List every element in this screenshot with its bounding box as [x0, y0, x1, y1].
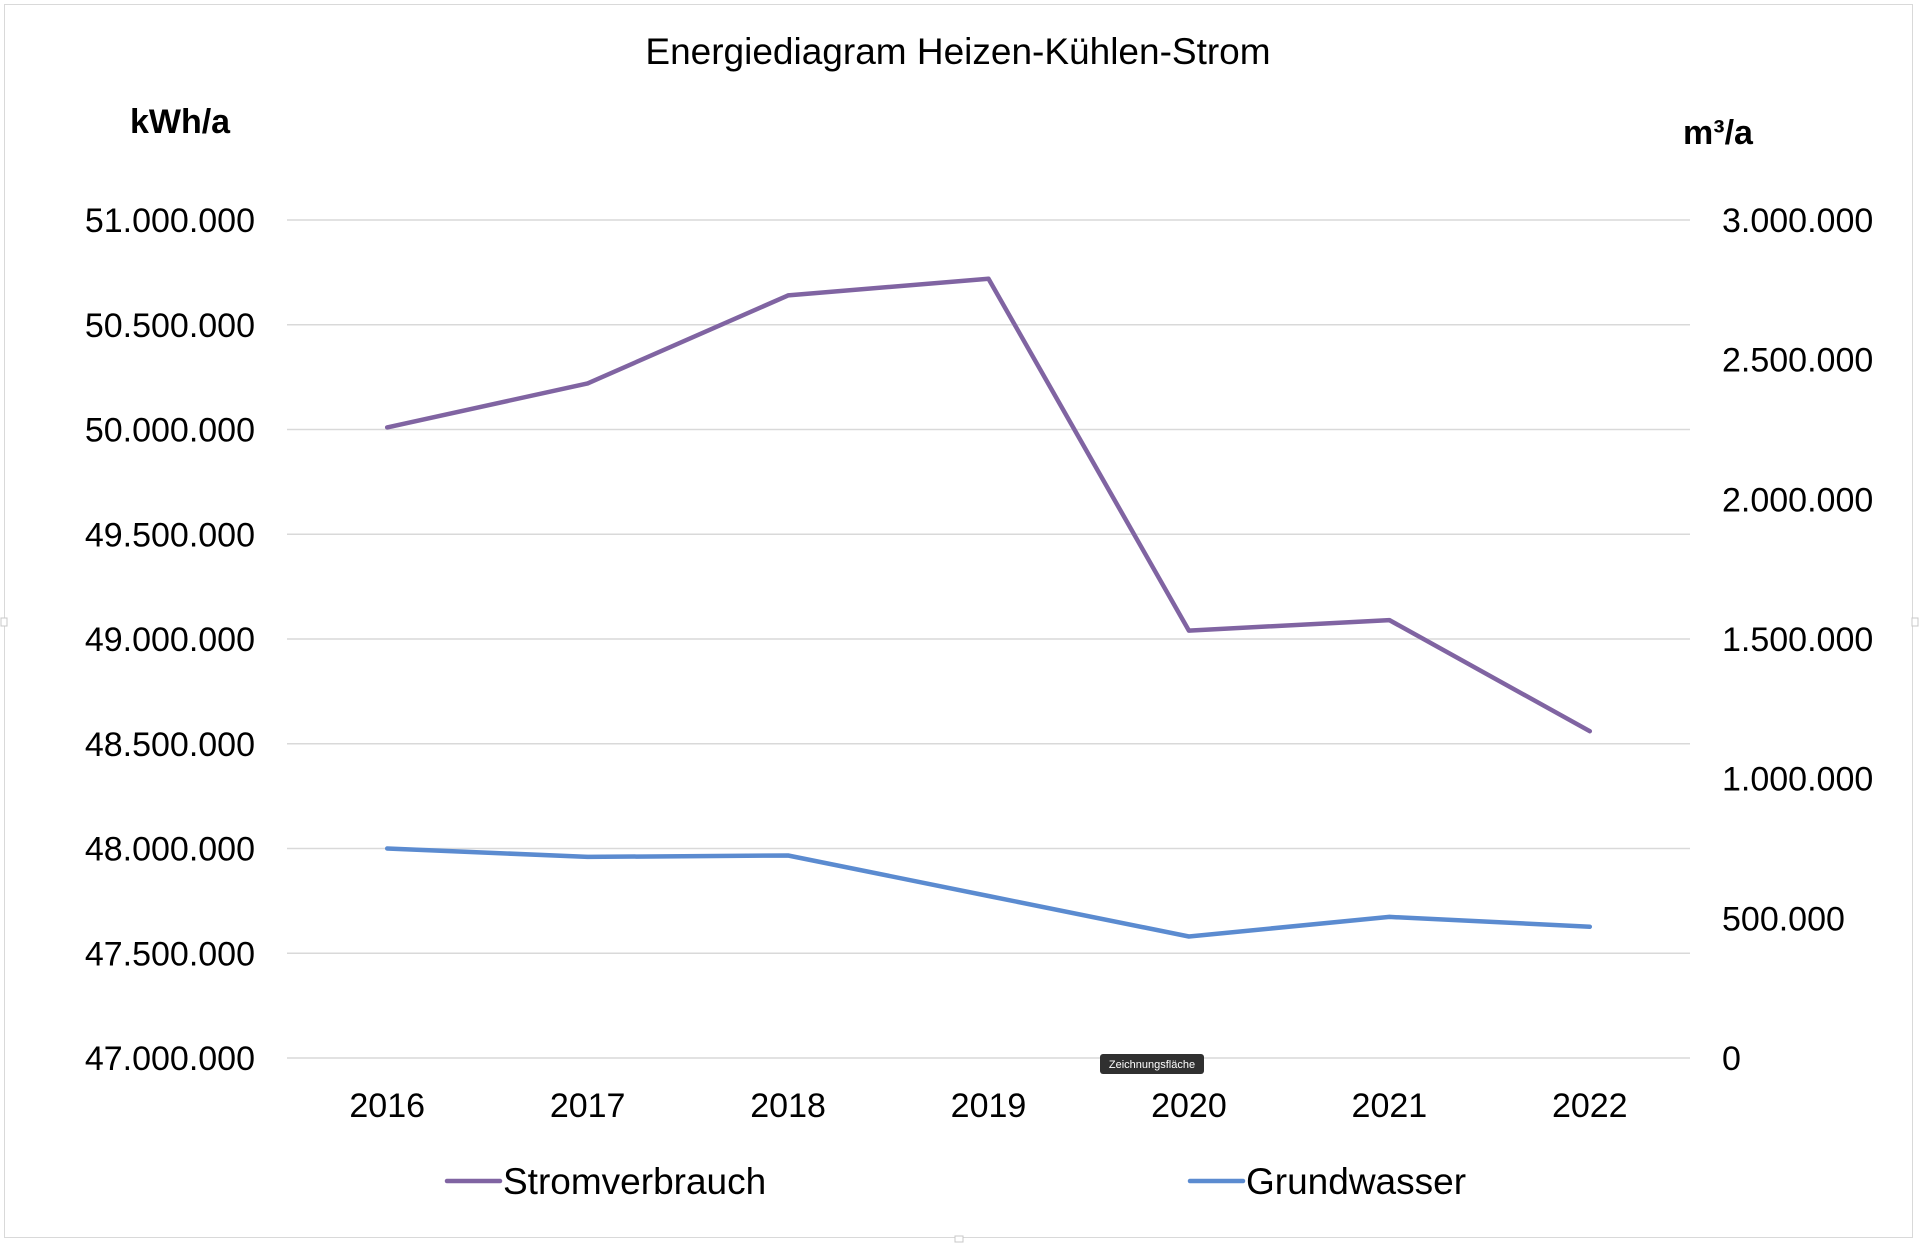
- x-axis-tick-label: 2020: [1151, 1087, 1227, 1125]
- right-axis-unit: m³/a: [1683, 114, 1754, 152]
- data-point-grundwasser[interactable]: [786, 853, 791, 858]
- data-point-stromverbrauch[interactable]: [1587, 729, 1592, 734]
- x-axis-tick-label: 2022: [1552, 1087, 1628, 1125]
- left-axis: 47.000.000 47.500.000 48.000.000 48.500.000…: [85, 202, 255, 1078]
- data-point-stromverbrauch[interactable]: [786, 293, 791, 298]
- gridlines: [287, 219, 1690, 1059]
- data-point-stromverbrauch[interactable]: [385, 425, 390, 430]
- chart-title: Energiediagram Heizen-Kühlen-Strom: [645, 31, 1270, 72]
- data-point-grundwasser[interactable]: [385, 846, 390, 851]
- x-axis-tick-label: 2017: [550, 1087, 626, 1125]
- series-layer[interactable]: [384, 276, 1593, 939]
- x-axis-tick-label: 2019: [951, 1087, 1027, 1125]
- left-axis-tick-label: 50.500.000: [85, 307, 255, 345]
- series-line-stromverbrauch[interactable]: [384, 276, 1593, 734]
- right-axis-tick-label: 2.500.000: [1722, 342, 1873, 380]
- right-axis-tick-label: 1.000.000: [1722, 761, 1873, 799]
- data-point-stromverbrauch[interactable]: [1387, 618, 1392, 623]
- series-line-grundwasser[interactable]: [384, 846, 1593, 939]
- left-axis-tick-label: 48.500.000: [85, 726, 255, 764]
- left-axis-tick-label: 47.500.000: [85, 935, 255, 973]
- x-axis-tick-label: 2021: [1352, 1087, 1428, 1125]
- right-axis-tick-label: 500.000: [1722, 900, 1845, 938]
- left-axis-tick-label: 48.000.000: [85, 831, 255, 869]
- right-axis-tick-label: 3.000.000: [1722, 202, 1873, 240]
- right-axis-tick-label: 2.000.000: [1722, 481, 1873, 519]
- right-axis: 0 500.000 1.000.000 1.500.000 2.000.000 2.500…: [1722, 202, 1873, 1078]
- data-point-stromverbrauch[interactable]: [1186, 628, 1191, 633]
- x-axis-tick-label: 2018: [750, 1087, 826, 1125]
- chart-area[interactable]: [4, 4, 1913, 1238]
- selection-handles[interactable]: [0, 617, 1919, 1243]
- right-axis-tick-label: 1.500.000: [1722, 621, 1873, 659]
- data-point-grundwasser[interactable]: [1186, 934, 1191, 939]
- data-point-grundwasser[interactable]: [986, 893, 991, 898]
- left-axis-tick-label: 49.500.000: [85, 516, 255, 554]
- left-axis-tick-label: 47.000.000: [85, 1040, 255, 1078]
- left-axis-tick-label: 51.000.000: [85, 202, 255, 240]
- legend[interactable]: Stromverbrauch Grundwasser: [444, 1161, 1466, 1202]
- data-point-grundwasser[interactable]: [585, 854, 590, 859]
- tooltip-label: Zeichnungsfläche: [1109, 1059, 1195, 1071]
- legend-label-stromverbrauch: Stromverbrauch: [503, 1161, 766, 1202]
- left-axis-tick-label: 50.000.000: [85, 412, 255, 450]
- x-axis: 2016 2017 2018 2019 2020 2021 2022: [349, 1087, 1627, 1125]
- right-axis-tick-label: 0: [1722, 1040, 1741, 1078]
- data-point-stromverbrauch[interactable]: [585, 381, 590, 386]
- data-point-grundwasser[interactable]: [1587, 924, 1592, 929]
- data-point-grundwasser[interactable]: [1387, 914, 1392, 919]
- legend-label-grundwasser: Grundwasser: [1246, 1161, 1466, 1202]
- left-axis-tick-label: 49.000.000: [85, 621, 255, 659]
- left-axis-unit: kWh/a: [130, 103, 231, 141]
- x-axis-tick-label: 2016: [349, 1087, 425, 1125]
- data-point-stromverbrauch[interactable]: [986, 276, 991, 281]
- plot-area-tooltip: Zeichnungsfläche: [1100, 1054, 1204, 1074]
